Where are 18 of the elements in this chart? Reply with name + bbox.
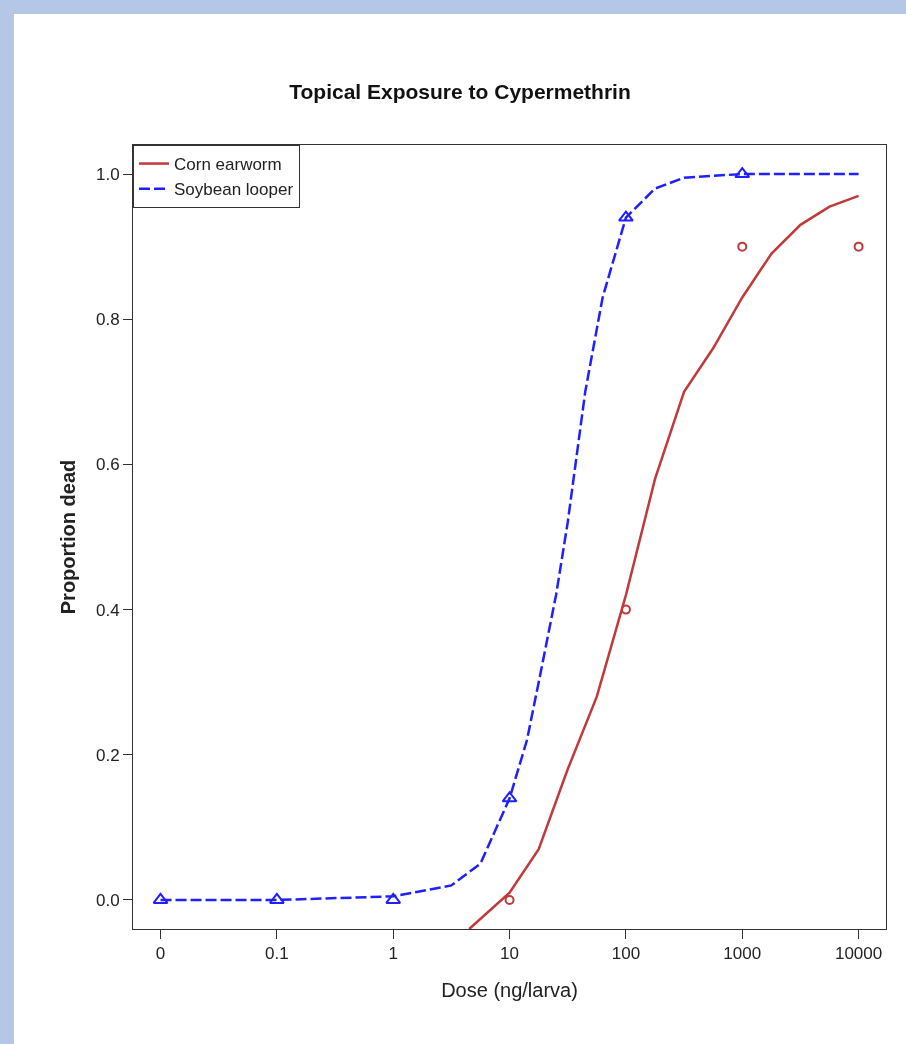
y-tick-label: 1.0 <box>95 164 120 184</box>
legend-label: Corn earworm <box>174 155 282 175</box>
y-tick-label: 0.6 <box>95 455 120 475</box>
legend-label: Soybean looper <box>174 180 294 200</box>
x-axis-title: Dose (ng/larva) <box>441 978 578 1001</box>
x-tick-label: 1000 <box>723 944 762 964</box>
x-tick-label: 1 <box>388 944 398 964</box>
y-tick-label: 0.4 <box>95 600 120 620</box>
y-tick-label: 0.0 <box>95 890 120 910</box>
y-tick-label: 0.8 <box>95 310 120 330</box>
chart-title: Topical Exposure to Cypermethrin <box>289 79 631 103</box>
y-axis-title: Proportion dead <box>57 459 80 615</box>
x-tick-label: 0 <box>155 944 166 964</box>
y-tick-label: 0.2 <box>95 745 120 765</box>
x-tick-label: 10000 <box>834 944 883 964</box>
x-tick-label: 0.1 <box>265 944 289 964</box>
x-tick-label: 10 <box>500 944 520 964</box>
x-tick-label: 100 <box>611 944 641 964</box>
